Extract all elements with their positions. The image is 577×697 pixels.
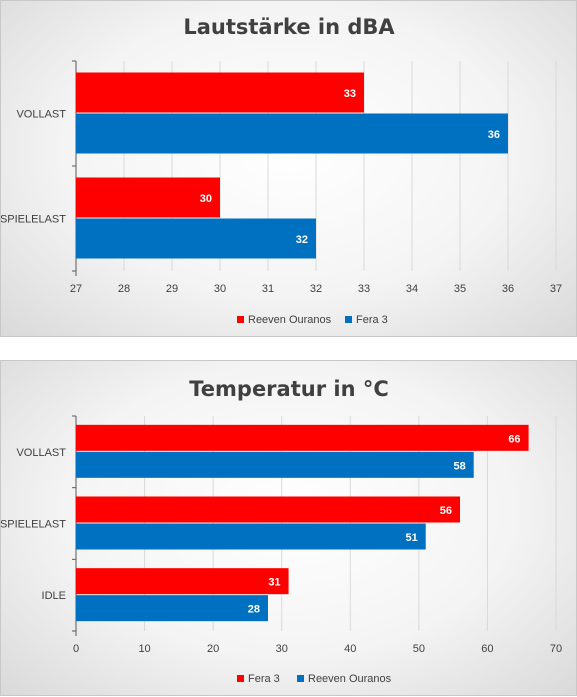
chart-panel-temperature: Temperatur in °C VOLLAST 66 58 SPIELELAST 56… bbox=[0, 360, 577, 696]
tick-label: 29 bbox=[166, 283, 178, 295]
bar bbox=[76, 523, 426, 550]
tick-label: 32 bbox=[310, 283, 322, 295]
legend-label: Fera 3 bbox=[356, 314, 388, 326]
legend-label: Fera 3 bbox=[248, 673, 280, 685]
tick-label: 36 bbox=[502, 283, 514, 295]
legend-label: Reeven Ouranos bbox=[308, 673, 392, 685]
data-label: 31 bbox=[268, 577, 280, 589]
legend-swatch bbox=[297, 675, 304, 682]
category-label: VOLLAST bbox=[16, 447, 66, 459]
chart-title: Lautstärke in dBA bbox=[183, 15, 395, 39]
data-label: 28 bbox=[248, 604, 260, 616]
data-label: 36 bbox=[488, 129, 500, 141]
category-label: IDLE bbox=[42, 590, 66, 602]
tick-label: 70 bbox=[550, 643, 562, 655]
bar bbox=[76, 218, 316, 259]
loudness-chart: Lautstärke in dBA VOLLAST 33 36 SPIELELAST 3… bbox=[1, 15, 562, 326]
legend-swatch bbox=[237, 316, 244, 323]
data-label: 33 bbox=[344, 88, 356, 100]
tick-label: 50 bbox=[413, 643, 425, 655]
bar bbox=[76, 177, 220, 218]
data-label: 66 bbox=[508, 433, 520, 445]
data-label: 58 bbox=[453, 460, 465, 472]
tick-label: 0 bbox=[73, 643, 79, 655]
tick-label: 20 bbox=[207, 643, 219, 655]
legend-swatch bbox=[345, 316, 352, 323]
data-label: 30 bbox=[200, 193, 212, 205]
bar bbox=[76, 424, 529, 451]
temperature-chart: Temperatur in °C VOLLAST 66 58 SPIELELAST 56… bbox=[1, 377, 562, 685]
tick-label: 30 bbox=[276, 643, 288, 655]
tick-label: 34 bbox=[406, 283, 418, 295]
tick-label: 28 bbox=[118, 283, 130, 295]
bar bbox=[76, 451, 474, 478]
tick-label: 31 bbox=[262, 283, 274, 295]
bar bbox=[76, 568, 289, 595]
data-label: 56 bbox=[440, 505, 452, 517]
bar bbox=[76, 72, 364, 113]
chart-panel-loudness: Lautstärke in dBA VOLLAST 33 36 SPIELELAST 3… bbox=[0, 0, 577, 337]
chart-title: Temperatur in °C bbox=[189, 377, 389, 401]
data-label: 32 bbox=[296, 234, 308, 246]
category-label: SPIELELAST bbox=[1, 519, 66, 531]
tick-label: 40 bbox=[344, 643, 356, 655]
category-label: VOLLAST bbox=[16, 109, 66, 121]
bar bbox=[76, 496, 460, 523]
bar bbox=[76, 113, 508, 154]
legend-swatch bbox=[237, 675, 244, 682]
tick-label: 60 bbox=[481, 643, 493, 655]
bar bbox=[76, 595, 268, 622]
tick-label: 35 bbox=[454, 283, 466, 295]
tick-label: 10 bbox=[138, 643, 150, 655]
category-label: SPIELELAST bbox=[1, 214, 66, 226]
tick-label: 30 bbox=[214, 283, 226, 295]
tick-label: 33 bbox=[358, 283, 370, 295]
data-label: 51 bbox=[405, 532, 417, 544]
tick-label: 37 bbox=[550, 283, 562, 295]
legend-label: Reeven Ouranos bbox=[248, 314, 332, 326]
tick-label: 27 bbox=[70, 283, 82, 295]
